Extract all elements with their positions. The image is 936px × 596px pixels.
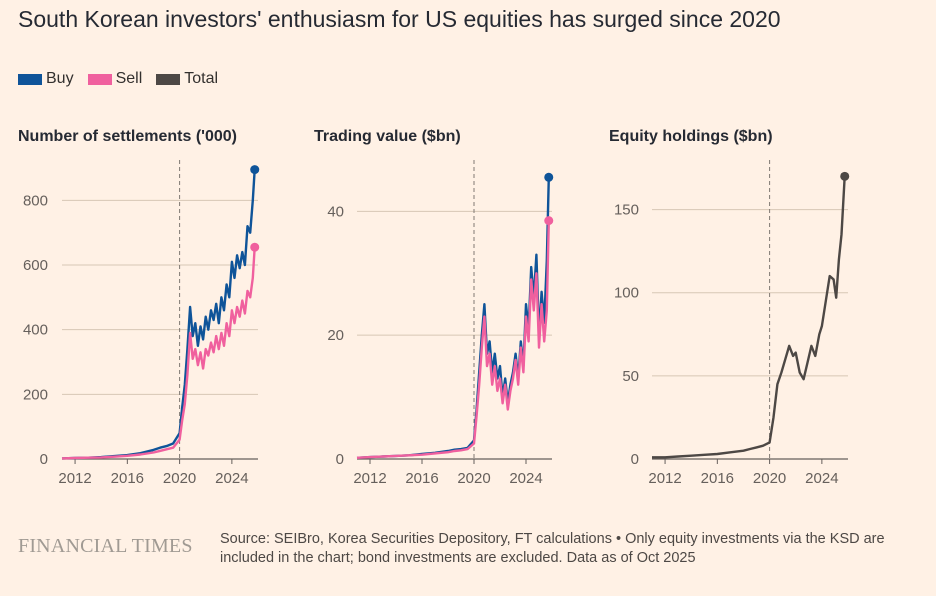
y-tick-settlements-600: 600 [23, 257, 48, 274]
series-line-equity-holdings-total [652, 176, 846, 459]
end-marker-settlements-buy [250, 165, 260, 175]
x-tick-settlements-2012: 2012 [58, 470, 91, 487]
y-tick-settlements-800: 800 [23, 192, 48, 209]
x-tick-equity-holdings-2012: 2012 [648, 470, 681, 487]
x-tick-equity-holdings-2024: 2024 [805, 470, 838, 487]
y-tick-trading-value-20: 20 [327, 327, 344, 344]
series-line-trading-value-buy [356, 177, 550, 459]
legend-item-sell: Sell [87, 70, 143, 88]
legend-label-total: Total [184, 70, 219, 87]
ft-logo: FINANCIAL TIMES [18, 535, 193, 557]
y-tick-settlements-400: 400 [23, 322, 48, 339]
y-tick-equity-holdings-0: 0 [631, 451, 639, 468]
panel-title-equity-holdings: Equity holdings ($bn) [609, 128, 773, 145]
y-tick-equity-holdings-50: 50 [622, 368, 639, 385]
y-tick-settlements-0: 0 [40, 451, 48, 468]
legend-label-sell: Sell [115, 70, 143, 87]
legend-item-buy: Buy [18, 70, 74, 88]
y-tick-equity-holdings-150: 150 [614, 202, 639, 219]
y-tick-trading-value-40: 40 [327, 203, 344, 220]
end-marker-equity-holdings-total [840, 171, 850, 181]
end-marker-settlements-sell [250, 242, 260, 252]
legend-swatch-total [156, 73, 181, 85]
x-tick-settlements-2020: 2020 [163, 470, 196, 487]
legend-swatch-buy [18, 73, 42, 85]
chart-title: South Korean investors' enthusiasm for U… [18, 6, 781, 32]
x-tick-trading-value-2012: 2012 [353, 470, 386, 487]
x-tick-trading-value-2020: 2020 [457, 470, 490, 487]
panel-title-settlements: Number of settlements ('000) [18, 128, 237, 145]
legend-swatch-sell [87, 73, 112, 85]
x-tick-equity-holdings-2020: 2020 [753, 470, 786, 487]
x-tick-settlements-2024: 2024 [215, 470, 248, 487]
series-line-settlements-sell [61, 247, 256, 460]
x-tick-trading-value-2016: 2016 [405, 470, 438, 487]
panel-title-trading-value: Trading value ($bn) [314, 128, 461, 145]
x-tick-settlements-2016: 2016 [111, 470, 144, 487]
series-line-trading-value-sell [356, 220, 550, 459]
x-tick-equity-holdings-2016: 2016 [701, 470, 734, 487]
y-tick-equity-holdings-100: 100 [614, 285, 639, 302]
series-line-settlements-buy [61, 169, 256, 460]
end-marker-trading-value-buy [544, 172, 554, 182]
legend: Buy Sell Total [18, 70, 218, 88]
legend-item-total: Total [156, 70, 218, 88]
y-tick-settlements-200: 200 [23, 386, 48, 403]
end-marker-trading-value-sell [544, 216, 554, 226]
source-note: Source: SEIBro, Korea Securities Deposit… [220, 531, 885, 566]
x-tick-trading-value-2024: 2024 [509, 470, 542, 487]
y-tick-trading-value-0: 0 [336, 451, 344, 468]
legend-label-buy: Buy [46, 70, 74, 87]
